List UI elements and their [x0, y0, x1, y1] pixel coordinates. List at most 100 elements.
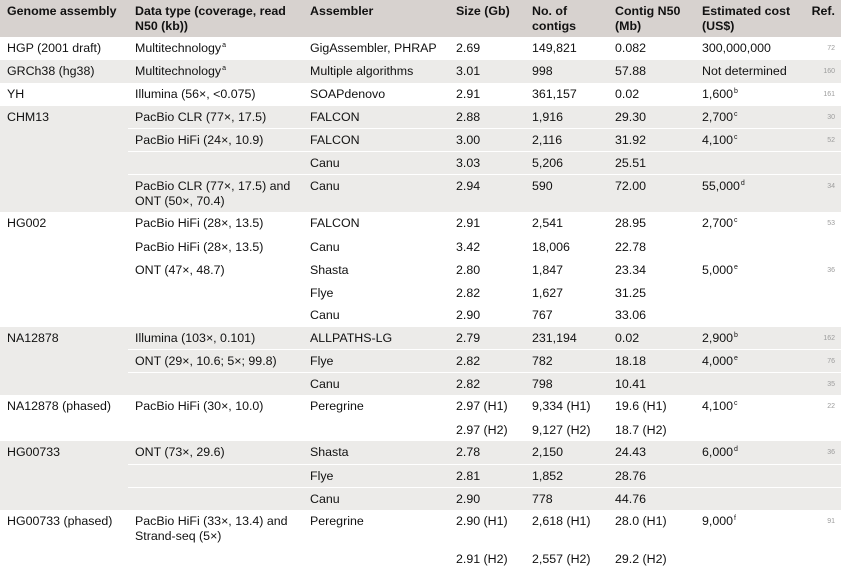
contigs-cell: 149,821: [525, 37, 608, 60]
data-type-cell-text: PacBio HiFi (28×, 13.5): [135, 216, 264, 231]
assembler-cell: Canu: [303, 150, 449, 175]
data-type-cell-text: ONT (73×, 29.6): [135, 445, 225, 460]
ref-cell-text: 160: [823, 67, 835, 75]
size-cell-text: 2.91 (H2): [456, 552, 508, 567]
genome-cell-text: NA12878 (phased): [7, 399, 112, 414]
ref-cell-text: 72: [827, 45, 835, 52]
assembler-cell: Peregrine: [303, 395, 449, 418]
cost-cell: [695, 372, 803, 396]
genome-cell: [0, 174, 128, 213]
genome-cell-text: NA12878: [7, 330, 59, 345]
size-cell: 2.90 (H1): [449, 510, 525, 548]
contigs-cell: 590: [525, 173, 608, 213]
footnote-marker: c: [734, 400, 738, 408]
contigs-cell: 2,150: [525, 441, 608, 465]
contigs-cell-text: 1,627: [532, 285, 564, 300]
ref-cell: 36: [803, 257, 841, 282]
genome-cell: HG00733 (phased): [0, 510, 128, 548]
assembler-cell: ALLPATHS-LG: [303, 326, 449, 350]
genome-cell: [0, 372, 128, 396]
size-cell: 2.90: [449, 303, 525, 327]
genome-cell-text: CHM13: [7, 109, 49, 124]
assembler-cell: Flye: [303, 349, 449, 373]
size-cell-text: 2.82: [456, 285, 481, 300]
n50-cell-text: 18.18: [615, 354, 647, 369]
n50-cell: 18.7 (H2): [608, 417, 695, 442]
table-row: HGP (2001 draft) Multitechnologya GigAssem…: [0, 37, 841, 60]
ref-cell-text: 30: [827, 113, 835, 121]
n50-cell: 0.02: [608, 326, 695, 350]
table-row: Canu 2.90 767 33.06: [0, 303, 841, 327]
contigs-cell-text: 2,541: [532, 216, 564, 231]
contigs-cell-text: 18,006: [532, 239, 570, 254]
n50-cell-text: 28.95: [615, 216, 647, 231]
footnote-marker: a: [222, 41, 226, 49]
contigs-cell: 782: [525, 349, 608, 373]
data-type-cell: PacBio HiFi (24×, 10.9): [128, 128, 303, 152]
assembler-cell: Canu: [303, 303, 449, 327]
n50-cell-text: 29.30: [615, 109, 647, 124]
table-row: NA12878 Illumina (103×, 0.101) ALLPATHS-LG…: [0, 326, 841, 350]
genome-cell: [0, 487, 128, 510]
ref-cell-text: 161: [823, 90, 835, 98]
size-cell: 2.80: [449, 257, 525, 282]
ref-cell: 162: [803, 326, 841, 350]
footnote-marker: c: [734, 110, 738, 118]
cost-cell-text: 2,700: [702, 109, 734, 124]
n50-cell: 29.2 (H2): [608, 547, 695, 571]
table-row: PacBio HiFi (28×, 13.5) Canu 3.42 18,006 22.…: [0, 234, 841, 259]
assembler-cell: Flye: [303, 280, 449, 304]
n50-cell-text: 44.76: [615, 491, 647, 506]
ref-cell: 36: [803, 441, 841, 465]
cost-cell: 2,900b: [695, 326, 803, 350]
data-type-cell-text: Multitechnology: [135, 63, 222, 78]
contigs-cell: 2,557 (H2): [525, 547, 608, 571]
cost-cell-text: 300,000,000: [702, 41, 771, 55]
ref-cell: 53: [803, 212, 841, 235]
contigs-cell-text: 9,127 (H2): [532, 422, 591, 437]
contigs-cell: 998: [525, 59, 608, 83]
size-cell: 2.91: [449, 212, 525, 235]
size-cell: 2.78: [449, 441, 525, 465]
ref-cell-text: 36: [827, 266, 835, 274]
size-cell-text: 2.90 (H1): [456, 513, 508, 528]
assembler-cell-text: Canu: [310, 155, 340, 170]
assembler-cell-text: Flye: [310, 468, 334, 483]
data-type-cell: PacBio CLR (77×, 17.5) and ONT (50×, 70.…: [128, 173, 303, 213]
header-contig-n50: Contig N50 (Mb): [608, 0, 695, 37]
assembler-cell-text: Flye: [310, 354, 334, 369]
n50-cell: 31.92: [608, 128, 695, 152]
table-row: YH Illumina (56×, <0.075) SOAPdenovo 2.91 36…: [0, 83, 841, 106]
n50-cell: 72.00: [608, 173, 695, 213]
n50-cell-text: 31.92: [615, 133, 647, 148]
n50-cell-text: 72.00: [615, 178, 647, 193]
size-cell-text: 2.97 (H2): [456, 422, 508, 437]
cost-cell: [695, 303, 803, 327]
data-type-cell: [128, 280, 303, 304]
table-body: HGP (2001 draft) Multitechnologya GigAssem…: [0, 37, 841, 571]
table-row: GRCh38 (hg38) Multitechnologya Multiple al…: [0, 59, 841, 83]
genome-cell: YH: [0, 83, 128, 106]
size-cell: 2.94: [449, 173, 525, 213]
contigs-cell: 778: [525, 486, 608, 510]
data-type-cell-text: PacBio HiFi (30×, 10.0): [135, 399, 264, 414]
cost-cell: [695, 280, 803, 304]
cost-cell: 4,100c: [695, 128, 803, 152]
assembler-cell: Canu: [303, 372, 449, 396]
table-row: Canu 3.03 5,206 25.51: [0, 150, 841, 175]
ref-cell-text: 91: [827, 517, 835, 525]
data-type-cell: Multitechnologya: [128, 37, 303, 60]
n50-cell-text: 18.7 (H2): [615, 422, 667, 437]
assembler-cell: Canu: [303, 234, 449, 259]
footnote-marker: b: [734, 331, 738, 339]
size-cell: 2.79: [449, 326, 525, 350]
size-cell-text: 3.00: [456, 133, 481, 148]
contigs-cell: 2,618 (H1): [525, 510, 608, 548]
contigs-cell: 9,334 (H1): [525, 395, 608, 418]
n50-cell-text: 28.76: [615, 468, 647, 483]
ref-cell-text: 22: [827, 403, 835, 411]
genome-cell: NA12878: [0, 326, 128, 350]
n50-cell: 22.78: [608, 234, 695, 259]
cost-cell-text: 4,000: [702, 354, 734, 369]
